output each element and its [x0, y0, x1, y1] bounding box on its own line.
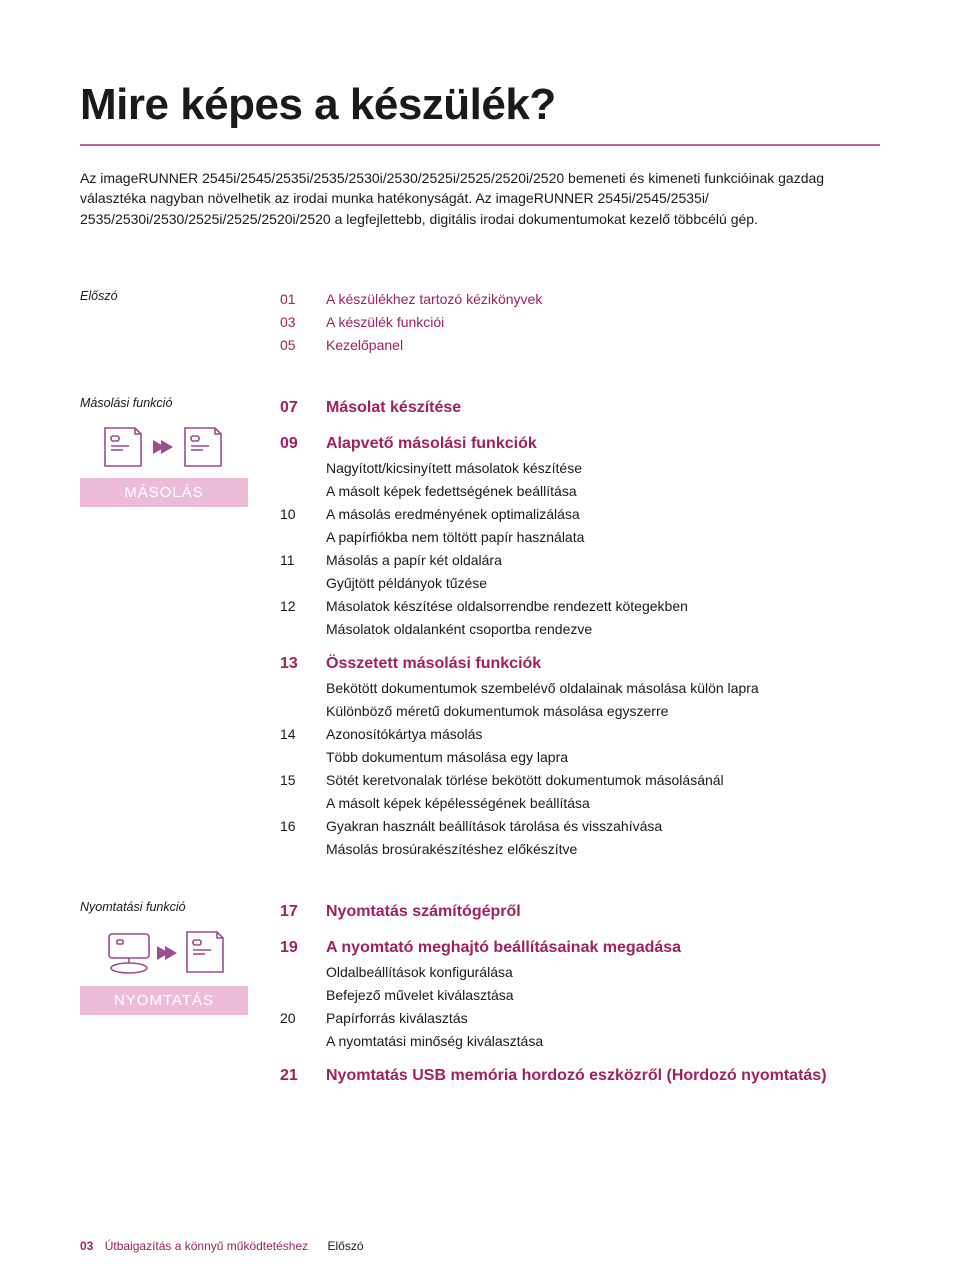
section-nyomtatas: Nyomtatási funkció [80, 900, 880, 1090]
toc-page: 21 [280, 1064, 326, 1088]
toc-page: 07 [280, 396, 326, 420]
toc-page: 09 [280, 432, 326, 456]
toc-page: 20 [280, 1008, 326, 1029]
toc-text: Azonosítókártya másolás [326, 724, 880, 745]
toc-text: Alapvető másolási funkciók [326, 432, 880, 456]
toc-page: 15 [280, 770, 326, 791]
toc-text: Nyomtatás számítógépről [326, 900, 880, 924]
toc-text: A nyomtatási minőség kiválasztása [326, 1031, 880, 1052]
intro-paragraph: Az imageRUNNER 2545i/2545/2535i/2535/253… [80, 168, 840, 229]
toc-text: Bekötött dokumentumok szembelévő oldalai… [326, 678, 880, 699]
page-footer: 03 Útbaigazítás a könnyű működtetéshez E… [80, 1239, 364, 1253]
toc-text: Sötét keretvonalak törlése bekötött doku… [326, 770, 880, 791]
toc-text: A másolás eredményének optimalizálása [326, 504, 880, 525]
footer-title1: Útbaigazítás a könnyű működtetéshez [105, 1239, 308, 1253]
toc-text: A készülékhez tartozó kézikönyvek [326, 289, 880, 310]
toc-text: Nyomtatás USB memória hordozó eszközről … [326, 1064, 880, 1088]
toc-text: Gyakran használt beállítások tárolása és… [326, 816, 880, 837]
masolas-badge: MÁSOLÁS [80, 478, 248, 507]
toc-text: A nyomtató meghajtó beállításainak megad… [326, 936, 880, 960]
toc-page: 10 [280, 504, 326, 525]
toc-page: 13 [280, 652, 326, 676]
toc-page: 17 [280, 900, 326, 924]
toc-text: Kezelőpanel [326, 335, 880, 356]
eloszo-toc: 01A készülékhez tartozó kézikönyvek 03A … [280, 289, 880, 358]
toc-page: 03 [280, 312, 326, 333]
toc-text: Nagyított/kicsinyített másolatok készíté… [326, 458, 880, 479]
toc-text: Különböző méretű dokumentumok másolása e… [326, 701, 880, 722]
masolas-toc: 07Másolat készítése 09Alapvető másolási … [280, 396, 880, 862]
toc-page: 19 [280, 936, 326, 960]
nyomtatas-label: Nyomtatási funkció [80, 900, 260, 914]
toc-text: Befejező művelet kiválasztása [326, 985, 880, 1006]
toc-page: 11 [280, 550, 326, 571]
toc-page: 01 [280, 289, 326, 310]
section-masolas: Másolási funkció [80, 396, 880, 862]
toc-page: 14 [280, 724, 326, 745]
nyomtatas-badge: NYOMTATÁS [80, 986, 248, 1015]
copy-icon [80, 422, 248, 472]
toc-text: Több dokumentum másolása egy lapra [326, 747, 880, 768]
footer-title2: Előszó [328, 1239, 364, 1253]
toc-text: Másolat készítése [326, 396, 880, 420]
toc-page: 05 [280, 335, 326, 356]
toc-text: Papírforrás kiválasztás [326, 1008, 880, 1029]
toc-text: A másolt képek fedettségének beállítása [326, 481, 880, 502]
toc-text: A készülék funkciói [326, 312, 880, 333]
eloszo-label: Előszó [80, 289, 260, 303]
toc-page: 16 [280, 816, 326, 837]
toc-text: Másolatok oldalanként csoportba rendezve [326, 619, 880, 640]
toc-text: Összetett másolási funkciók [326, 652, 880, 676]
toc-text: A másolt képek képélességének beállítása [326, 793, 880, 814]
masolas-label: Másolási funkció [80, 396, 260, 410]
toc-page: 12 [280, 596, 326, 617]
toc-text: Gyűjtött példányok tűzése [326, 573, 880, 594]
toc-text: Másolatok készítése oldalsorrendbe rende… [326, 596, 880, 617]
toc-text: A papírfiókba nem töltött papír használa… [326, 527, 880, 548]
page-title: Mire képes a készülék? [80, 80, 880, 130]
footer-page-num: 03 [80, 1239, 93, 1253]
toc-text: Oldalbeállítások konfigurálása [326, 962, 880, 983]
title-divider [80, 144, 880, 146]
print-icon [80, 926, 248, 980]
section-eloszo: Előszó 01A készülékhez tartozó kézikönyv… [80, 289, 880, 358]
toc-text: Másolás brosúrakészítéshez előkészítve [326, 839, 880, 860]
nyomtatas-toc: 17Nyomtatás számítógépről 19A nyomtató m… [280, 900, 880, 1090]
toc-text: Másolás a papír két oldalára [326, 550, 880, 571]
page-root: Mire képes a készülék? Az imageRUNNER 25… [0, 0, 960, 1277]
